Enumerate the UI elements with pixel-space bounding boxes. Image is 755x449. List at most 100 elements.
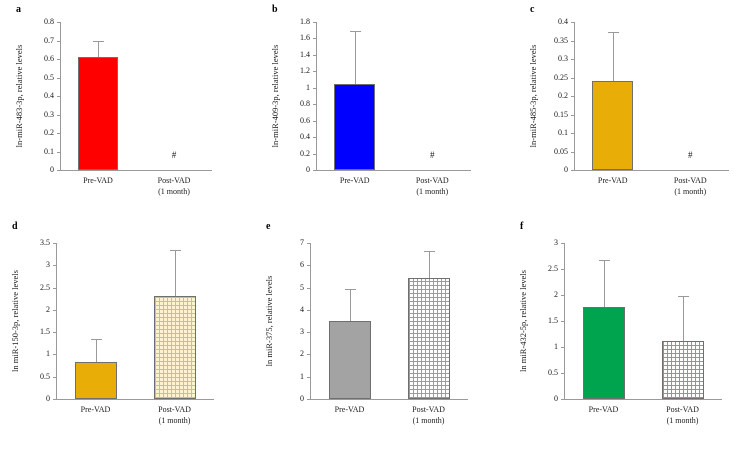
bar-d-0 xyxy=(75,362,117,399)
y-axis-line-e xyxy=(310,243,311,399)
y-tick-label-a-5: 0.5 xyxy=(44,72,54,82)
x-category-label-d-1-1: (1 month) xyxy=(158,416,191,425)
y-tick-label-a-1: 0.1 xyxy=(44,146,54,156)
x-category-f-1: Post-VAD (1 month) xyxy=(638,404,728,426)
y-tick-c-7 xyxy=(571,40,574,42)
y-tick-e-4 xyxy=(307,309,310,311)
bar-b-0 xyxy=(334,84,375,170)
y-tick-label-d-1: 0.5 xyxy=(40,371,50,381)
bar-e-0 xyxy=(329,321,371,399)
y-tick-d-6 xyxy=(53,265,56,267)
y-tick-label-e-3: 3 xyxy=(300,327,304,337)
x-category-f-0: Pre-VAD xyxy=(559,404,649,415)
y-tick-label-c-1: 0.05 xyxy=(554,146,568,156)
y-tick-e-1 xyxy=(307,376,310,378)
error-bar-c-0 xyxy=(613,32,614,82)
significance-marker-c-1: # xyxy=(688,150,693,160)
y-tick-label-b-2: 0.4 xyxy=(300,132,310,142)
panel-letter-c: c xyxy=(530,4,535,15)
y-tick-a-4 xyxy=(57,96,60,97)
y-tick-label-d-4: 2 xyxy=(46,304,50,314)
x-axis-line-a xyxy=(60,170,212,171)
panel-letter-e: e xyxy=(266,221,271,232)
bar-a-0 xyxy=(78,57,118,170)
panel-letter-f: f xyxy=(520,221,524,232)
y-tick-d-5 xyxy=(53,287,56,289)
error-bar-a-0 xyxy=(98,40,99,58)
y-tick-label-c-7: 0.35 xyxy=(554,35,568,45)
y-tick-b-3 xyxy=(313,120,316,122)
y-tick-a-0 xyxy=(57,170,60,171)
y-tick-d-1 xyxy=(53,376,56,378)
y-tick-label-e-6: 6 xyxy=(300,260,304,270)
error-bar-f-1 xyxy=(683,296,684,341)
error-bar-cap-e-1 xyxy=(424,250,435,252)
y-tick-label-b-7: 1.4 xyxy=(300,49,310,59)
y-axis-line-c xyxy=(574,22,575,170)
y-tick-f-3 xyxy=(561,321,564,322)
chart-panel-d: d ln miR-150-3p, relative levels 0 0.5 1 1.5 2… xyxy=(0,215,252,449)
y-tick-f-1 xyxy=(561,373,564,374)
y-axis-line-b xyxy=(316,22,317,170)
y-tick-e-0 xyxy=(307,399,310,400)
error-bar-cap-d-0 xyxy=(91,338,102,340)
x-axis-line-d xyxy=(56,399,214,400)
y-tick-label-e-1: 1 xyxy=(300,371,304,381)
y-tick-a-3 xyxy=(57,114,60,116)
y-tick-label-f-4: 2 xyxy=(554,290,558,299)
y-tick-f-0 xyxy=(561,399,564,400)
error-bar-e-1 xyxy=(429,250,430,278)
y-tick-c-3 xyxy=(571,114,574,116)
chart-panel-a: a ln-miR-483-3p, relative levels 0 0.1 0.2 0.… xyxy=(0,0,252,215)
y-tick-label-b-1: 0.2 xyxy=(300,148,310,158)
bar-d-1 xyxy=(154,296,196,399)
y-tick-label-f-5: 2.5 xyxy=(548,264,558,273)
panel-letter-b: b xyxy=(272,4,278,15)
y-tick-b-7 xyxy=(313,54,316,56)
x-category-label-f-1-0: Post-VAD xyxy=(666,405,699,414)
y-tick-a-5 xyxy=(57,77,60,79)
chart-panel-c: c ln-miR-485-3p, relative levels 0 0.05 0.1 0… xyxy=(504,0,755,215)
panel-letter-a: a xyxy=(16,4,21,15)
y-tick-label-a-4: 0.4 xyxy=(44,91,54,100)
y-tick-label-c-3: 0.15 xyxy=(554,109,568,119)
significance-marker-b-1: # xyxy=(430,150,435,160)
y-tick-a-2 xyxy=(57,133,60,134)
y-tick-label-f-3: 1.5 xyxy=(548,316,558,325)
bar-c-0 xyxy=(592,81,633,170)
panel-letter-d: d xyxy=(12,221,18,232)
y-tick-label-c-8: 0.4 xyxy=(558,17,568,26)
y-tick-label-d-5: 2.5 xyxy=(40,282,50,292)
y-tick-label-e-5: 5 xyxy=(300,282,304,292)
y-tick-a-1 xyxy=(57,151,60,153)
x-category-label-f-1-1: (1 month) xyxy=(666,416,699,425)
error-bar-d-1 xyxy=(175,249,176,297)
y-axis-line-f xyxy=(564,243,565,399)
x-category-b-0: Pre-VAD xyxy=(310,175,400,186)
y-tick-b-5 xyxy=(313,87,316,89)
error-bar-cap-d-1 xyxy=(170,249,181,251)
y-tick-label-c-4: 0.2 xyxy=(558,91,568,100)
y-tick-label-f-0: 0 xyxy=(554,394,558,403)
y-tick-label-b-9: 1.8 xyxy=(300,17,310,26)
bar-f-0 xyxy=(583,306,625,399)
y-tick-c-2 xyxy=(571,133,574,134)
error-bar-e-0 xyxy=(350,288,351,321)
y-tick-label-d-2: 1 xyxy=(46,349,50,359)
x-category-label-e-1-0: Post-VAD xyxy=(412,405,445,414)
y-tick-b-8 xyxy=(313,38,316,40)
significance-marker-a-1: # xyxy=(171,150,177,160)
x-axis-line-c xyxy=(574,170,729,171)
x-category-c-0: Pre-VAD xyxy=(568,175,658,186)
x-category-label-b-1-0: Post-VAD xyxy=(415,176,449,185)
x-category-label-a-1-1: (1 month) xyxy=(158,187,190,196)
y-tick-label-b-6: 1.2 xyxy=(300,66,310,76)
y-tick-label-c-6: 0.3 xyxy=(558,54,568,63)
x-category-label-c-1-0: Post-VAD xyxy=(673,176,707,185)
y-tick-label-a-3: 0.3 xyxy=(44,109,54,119)
y-tick-f-4 xyxy=(561,295,564,296)
y-tick-d-4 xyxy=(53,309,56,311)
error-bar-d-0 xyxy=(96,338,97,363)
y-tick-c-1 xyxy=(571,151,574,153)
y-tick-e-6 xyxy=(307,265,310,267)
